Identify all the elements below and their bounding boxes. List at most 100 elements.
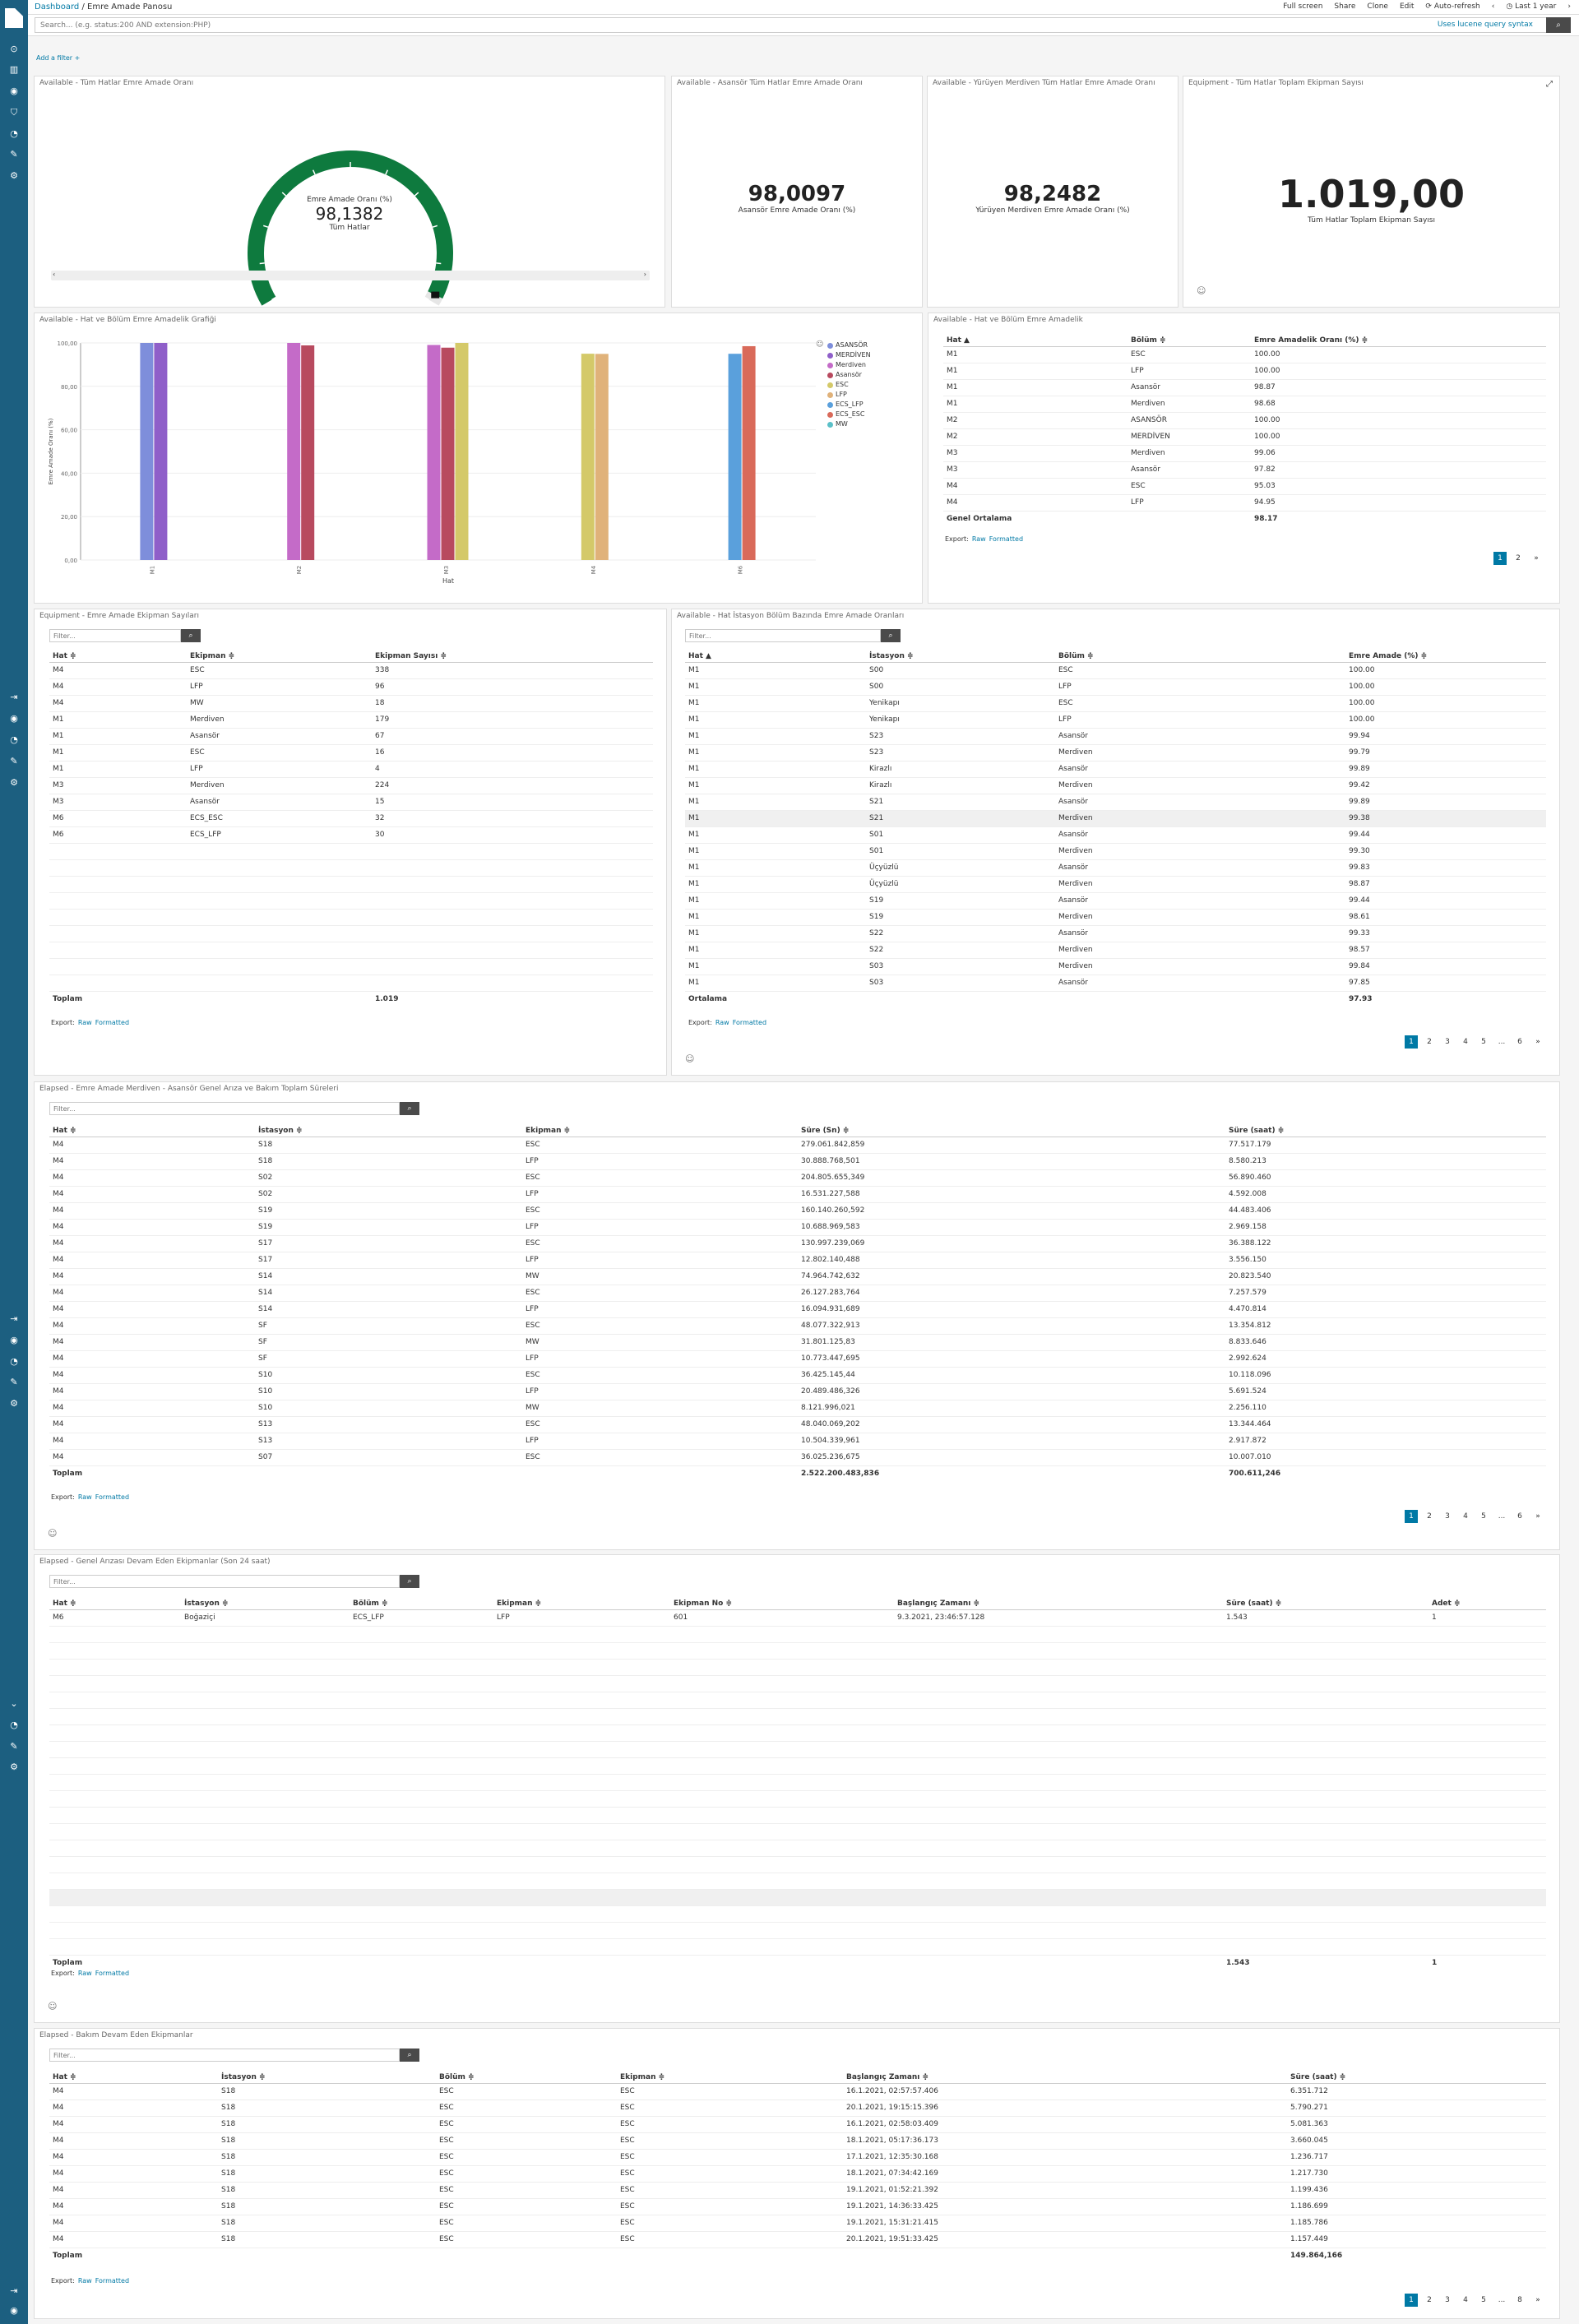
filter-search-button[interactable]: ⌕ <box>400 1102 419 1115</box>
discover-icon[interactable]: ⊙ <box>10 44 18 54</box>
scroll-left-icon[interactable]: ‹ <box>53 271 56 278</box>
lucene-syntax-link[interactable]: Uses lucene query syntax <box>1437 21 1533 29</box>
legend-toggle-icon[interactable]: ☺ <box>816 340 824 349</box>
time-back-button[interactable]: ‹ <box>1491 2 1495 11</box>
add-filter-link[interactable]: Add a filter + <box>36 54 81 62</box>
column-header[interactable]: İstasyon ≑ <box>218 2072 436 2084</box>
scroll-right-icon[interactable]: › <box>643 271 646 278</box>
column-header[interactable]: Ekipman ≑ <box>617 2072 843 2084</box>
export-formatted-link[interactable]: Formatted <box>989 535 1024 543</box>
column-header[interactable]: Başlangıç Zamanı ≑ <box>894 1598 1223 1610</box>
help-icon[interactable]: ◉ <box>10 713 18 724</box>
page-4[interactable]: 4 <box>1463 1512 1468 1521</box>
monitoring-icon[interactable]: ◔ <box>10 1720 18 1730</box>
legend-item[interactable]: MW <box>827 419 871 429</box>
collapse-icon[interactable]: ⌄ <box>10 1698 18 1709</box>
help-icon[interactable]: ◉ <box>10 2305 18 2316</box>
legend-item[interactable]: MERDİVEN <box>827 350 871 360</box>
column-header[interactable]: Bölüm ≑ <box>436 2072 617 2084</box>
export-formatted-link[interactable]: Formatted <box>95 2277 130 2285</box>
export-raw-link[interactable]: Raw <box>77 2277 92 2285</box>
filter-input[interactable] <box>49 1102 400 1115</box>
column-header[interactable]: Ekipman ≑ <box>187 650 372 663</box>
column-header[interactable]: Hat ▲ <box>685 650 866 663</box>
page-1[interactable]: 1 <box>1493 552 1507 565</box>
column-header[interactable]: İstasyon ≑ <box>181 1598 350 1610</box>
column-header[interactable]: Hat ≑ <box>49 650 187 663</box>
export-formatted-link[interactable]: Formatted <box>95 1019 130 1026</box>
settings-icon[interactable]: ⚙ <box>10 1398 18 1409</box>
column-header[interactable]: Süre (saat) ≑ <box>1225 1125 1546 1137</box>
clone-button[interactable]: Clone <box>1367 2 1388 11</box>
share-button[interactable]: Share <box>1334 2 1356 11</box>
filter-search-button[interactable]: ⌕ <box>400 2049 419 2062</box>
column-header[interactable]: Adet ≑ <box>1429 1598 1546 1610</box>
column-header[interactable]: Süre (saat) ≑ <box>1223 1598 1429 1610</box>
legend-toggle-icon[interactable]: ☺ <box>685 1053 695 1064</box>
column-header[interactable]: Bölüm ≑ <box>350 1598 493 1610</box>
filter-input[interactable] <box>49 2049 400 2062</box>
column-header[interactable]: Ekipman Sayısı ≑ <box>372 650 653 663</box>
column-header[interactable]: Hat ≑ <box>49 1598 181 1610</box>
logout-icon[interactable]: ⇥ <box>10 692 18 702</box>
legend-item[interactable]: ESC <box>827 380 871 390</box>
edit-button[interactable]: Edit <box>1399 2 1415 11</box>
column-header[interactable]: Bölüm ≑ <box>1055 650 1345 663</box>
export-formatted-link[interactable]: Formatted <box>95 1493 130 1501</box>
search-button[interactable]: ⌕ <box>1546 17 1571 33</box>
page-1[interactable]: 1 <box>1405 2294 1418 2307</box>
dashboard-icon[interactable]: ◉ <box>10 86 18 96</box>
filter-search-button[interactable]: ⌕ <box>400 1575 419 1588</box>
page-next[interactable]: » <box>1535 1512 1540 1521</box>
page-6[interactable]: 6 <box>1517 1038 1522 1046</box>
column-header[interactable]: Başlangıç Zamanı ≑ <box>843 2072 1287 2084</box>
column-header[interactable]: İstasyon ≑ <box>255 1125 522 1137</box>
timelion-icon[interactable]: ⛉ <box>10 107 18 118</box>
column-header[interactable]: Süre (Sn) ≑ <box>798 1125 1225 1137</box>
time-forward-button[interactable]: › <box>1567 2 1571 11</box>
export-formatted-link[interactable]: Formatted <box>732 1019 767 1026</box>
filter-input[interactable] <box>49 629 181 642</box>
page-5[interactable]: 5 <box>1481 1512 1486 1521</box>
monitoring-icon[interactable]: ◔ <box>10 734 18 745</box>
page-next[interactable]: » <box>1534 554 1539 562</box>
column-header[interactable]: Hat ≑ <box>49 1125 255 1137</box>
column-header[interactable]: İstasyon ≑ <box>866 650 1055 663</box>
page-6[interactable]: 6 <box>1517 1512 1522 1521</box>
page-1[interactable]: 1 <box>1405 1510 1418 1523</box>
filter-search-button[interactable]: ⌕ <box>181 629 201 642</box>
logout-icon[interactable]: ⇥ <box>10 2285 18 2296</box>
legend-toggle-icon[interactable]: ☺ <box>48 2001 58 2012</box>
breadcrumb-dashboard-link[interactable]: Dashboard <box>35 2 80 12</box>
export-raw-link[interactable]: Raw <box>715 1019 729 1026</box>
page-next[interactable]: » <box>1535 2296 1540 2304</box>
column-header[interactable]: Hat ≑ <box>49 2072 218 2084</box>
time-picker-button[interactable]: ◷ Last 1 year <box>1506 2 1556 11</box>
filter-search-button[interactable]: ⌕ <box>881 629 901 642</box>
column-header[interactable]: Süre (saat) ≑ <box>1287 2072 1546 2084</box>
devtools-icon[interactable]: ✎ <box>10 149 18 160</box>
settings-icon[interactable]: ⚙ <box>10 1762 18 1772</box>
visualize-icon[interactable]: ▥ <box>9 64 19 75</box>
page-4[interactable]: 4 <box>1463 2296 1468 2304</box>
help-icon[interactable]: ◉ <box>10 1335 18 1345</box>
filter-input[interactable] <box>49 1575 400 1588</box>
page-2[interactable]: 2 <box>1427 1038 1432 1046</box>
export-raw-link[interactable]: Raw <box>77 1019 92 1026</box>
filter-input[interactable] <box>685 629 881 642</box>
page-2[interactable]: 2 <box>1427 1512 1432 1521</box>
settings-icon[interactable]: ⚙ <box>10 170 18 181</box>
page-4[interactable]: 4 <box>1463 1038 1468 1046</box>
devtools-icon[interactable]: ✎ <box>10 756 18 766</box>
auto-refresh-button[interactable]: ⟳ Auto-refresh <box>1425 2 1479 11</box>
legend-item[interactable]: LFP <box>827 390 871 400</box>
settings-icon[interactable]: ⚙ <box>10 777 18 788</box>
full-screen-button[interactable]: Full screen <box>1283 2 1323 11</box>
logout-icon[interactable]: ⇥ <box>10 1313 18 1324</box>
expand-icon[interactable]: ⤢ <box>1546 80 1553 89</box>
page-8[interactable]: 8 <box>1517 2296 1522 2304</box>
column-header[interactable]: Emre Amadelik Oranı (%) ≑ <box>1251 335 1546 347</box>
export-raw-link[interactable]: Raw <box>77 1970 92 1977</box>
export-formatted-link[interactable]: Formatted <box>95 1970 130 1977</box>
page-next[interactable]: » <box>1535 1038 1540 1046</box>
